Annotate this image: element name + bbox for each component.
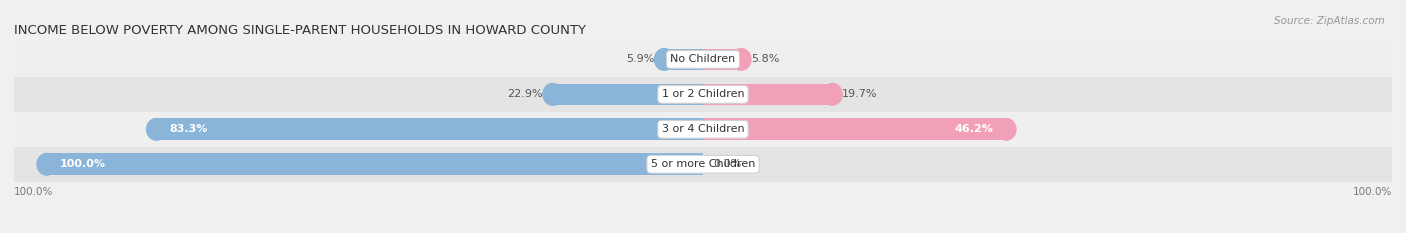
Text: 100.0%: 100.0% [60, 159, 105, 169]
Bar [703, 118, 1007, 140]
Text: 46.2%: 46.2% [955, 124, 993, 134]
Bar [46, 154, 703, 175]
Bar [14, 112, 1392, 147]
Text: 100.0%: 100.0% [14, 187, 53, 196]
Ellipse shape [823, 84, 842, 105]
Bar [703, 49, 741, 70]
Text: 5.8%: 5.8% [751, 55, 779, 64]
Text: 19.7%: 19.7% [842, 89, 877, 99]
Ellipse shape [731, 49, 751, 70]
Bar [14, 77, 1392, 112]
Text: Source: ZipAtlas.com: Source: ZipAtlas.com [1274, 16, 1385, 26]
Ellipse shape [37, 154, 56, 175]
Text: 1 or 2 Children: 1 or 2 Children [662, 89, 744, 99]
Ellipse shape [997, 118, 1017, 140]
Text: INCOME BELOW POVERTY AMONG SINGLE-PARENT HOUSEHOLDS IN HOWARD COUNTY: INCOME BELOW POVERTY AMONG SINGLE-PARENT… [14, 24, 586, 37]
Bar [703, 84, 832, 105]
Text: 3 or 4 Children: 3 or 4 Children [662, 124, 744, 134]
Bar [14, 147, 1392, 182]
Text: 22.9%: 22.9% [508, 89, 543, 99]
Ellipse shape [146, 118, 166, 140]
Ellipse shape [543, 84, 562, 105]
Bar [553, 84, 703, 105]
Text: 83.3%: 83.3% [170, 124, 208, 134]
Bar [14, 42, 1392, 77]
Text: 100.0%: 100.0% [1353, 187, 1392, 196]
Text: 5.9%: 5.9% [626, 55, 654, 64]
Ellipse shape [654, 49, 673, 70]
Text: 5 or more Children: 5 or more Children [651, 159, 755, 169]
Text: No Children: No Children [671, 55, 735, 64]
Bar [664, 49, 703, 70]
Bar [156, 118, 703, 140]
Text: 0.0%: 0.0% [713, 159, 741, 169]
